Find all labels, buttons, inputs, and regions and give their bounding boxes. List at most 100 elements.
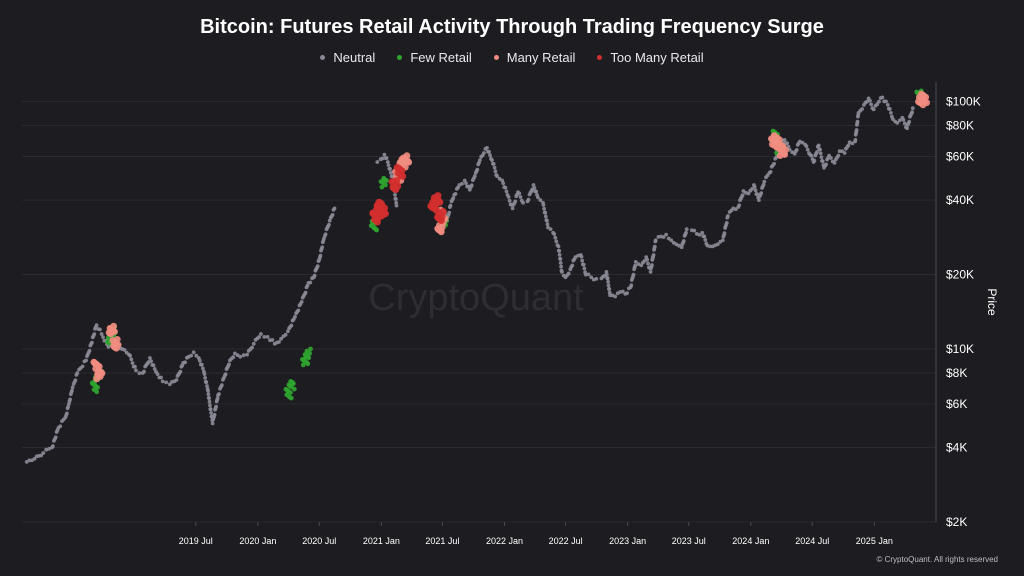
data-point [291, 381, 296, 386]
data-point [703, 238, 708, 242]
data-point [652, 244, 657, 249]
data-point [526, 197, 531, 202]
data-point [84, 358, 88, 363]
data-point [137, 371, 142, 376]
data-point [178, 369, 183, 374]
data-point [44, 447, 49, 452]
x-tick-labels: 2019 Jul 2020 Jan 2020 Jul 2021 Jan 2021 Jul… [179, 522, 893, 546]
data-point [191, 350, 196, 355]
y-tick-label: $80K [946, 119, 974, 133]
data-point [560, 270, 564, 274]
data-point [189, 353, 194, 358]
data-point [485, 146, 489, 150]
series-too-many-retail [369, 163, 447, 226]
data-point [475, 167, 480, 172]
data-point [209, 411, 214, 415]
data-point [816, 143, 821, 148]
data-point [669, 238, 674, 243]
data-point [557, 249, 562, 253]
data-point [194, 353, 199, 358]
x-tick-label: 2019 Jul [179, 536, 213, 546]
data-point [277, 340, 281, 344]
data-point [804, 144, 809, 149]
data-point [202, 372, 207, 376]
data-point [405, 158, 413, 166]
data-point [197, 358, 202, 363]
data-point [214, 404, 219, 409]
data-point [305, 361, 311, 367]
x-tick-label: 2021 Jan [363, 536, 400, 546]
data-point [504, 189, 509, 194]
y-tick-label: $100K [946, 95, 981, 109]
data-point [510, 206, 515, 211]
data-point [902, 121, 907, 126]
data-point [818, 151, 823, 156]
data-point [205, 384, 209, 388]
data-point [868, 98, 872, 103]
data-point [215, 396, 220, 401]
data-point [541, 203, 546, 207]
data-point [487, 149, 491, 154]
legend-label-neutral: Neutral [333, 50, 376, 65]
data-point [99, 332, 104, 336]
data-point [629, 283, 634, 288]
data-point [383, 182, 388, 188]
data-point [836, 153, 841, 158]
data-point [625, 291, 629, 295]
data-point [251, 341, 256, 346]
data-point [829, 156, 833, 160]
data-point [151, 363, 156, 368]
data-point [80, 364, 85, 369]
watermark: CryptoQuant [368, 277, 584, 319]
data-point [853, 138, 858, 142]
data-point [53, 435, 58, 440]
data-point [204, 380, 209, 385]
data-point [206, 388, 210, 393]
data-point [469, 183, 474, 188]
y-tick-labels: $2K $4K $6K $8K $10K $20K $40K $60K $80K $100K [946, 95, 981, 529]
legend-item-many-retail[interactable]: Many Retail [493, 50, 575, 65]
data-point [639, 263, 644, 268]
data-point [397, 171, 405, 179]
data-point [149, 359, 154, 364]
y-tick-label: $8K [946, 366, 967, 380]
data-point [607, 287, 612, 291]
legend-item-too-many-retail[interactable]: Too Many Retail [597, 50, 704, 65]
data-point [580, 258, 585, 263]
data-point [809, 153, 814, 158]
data-point [645, 257, 649, 262]
data-point [130, 361, 135, 365]
data-point [231, 355, 236, 360]
data-point [746, 191, 751, 196]
legend-item-few-retail[interactable]: Few Retail [397, 50, 472, 65]
data-point [664, 232, 668, 237]
series-many-retail [90, 90, 930, 383]
data-point [757, 198, 761, 203]
data-point [885, 103, 890, 107]
data-point [312, 273, 317, 278]
legend-item-neutral[interactable]: Neutral [320, 50, 375, 65]
series-neutral [24, 95, 915, 464]
data-point [75, 371, 80, 375]
x-tick-label: 2021 Jul [425, 536, 459, 546]
data-point [464, 181, 468, 186]
data-point [613, 294, 618, 299]
y-tick-label: $60K [946, 149, 974, 163]
data-point [752, 185, 757, 189]
data-point [543, 210, 548, 215]
data-point [805, 147, 810, 152]
data-point [726, 214, 730, 218]
data-point [199, 362, 204, 367]
data-point [733, 207, 738, 212]
data-point [493, 169, 498, 174]
data-point [207, 396, 212, 400]
data-point [772, 161, 776, 166]
data-point [558, 257, 563, 261]
data-point [897, 118, 902, 123]
data-point [631, 272, 636, 277]
data-point [884, 99, 888, 104]
data-points [24, 88, 930, 464]
data-point [98, 327, 102, 332]
data-point [570, 263, 575, 268]
data-point [299, 300, 304, 304]
